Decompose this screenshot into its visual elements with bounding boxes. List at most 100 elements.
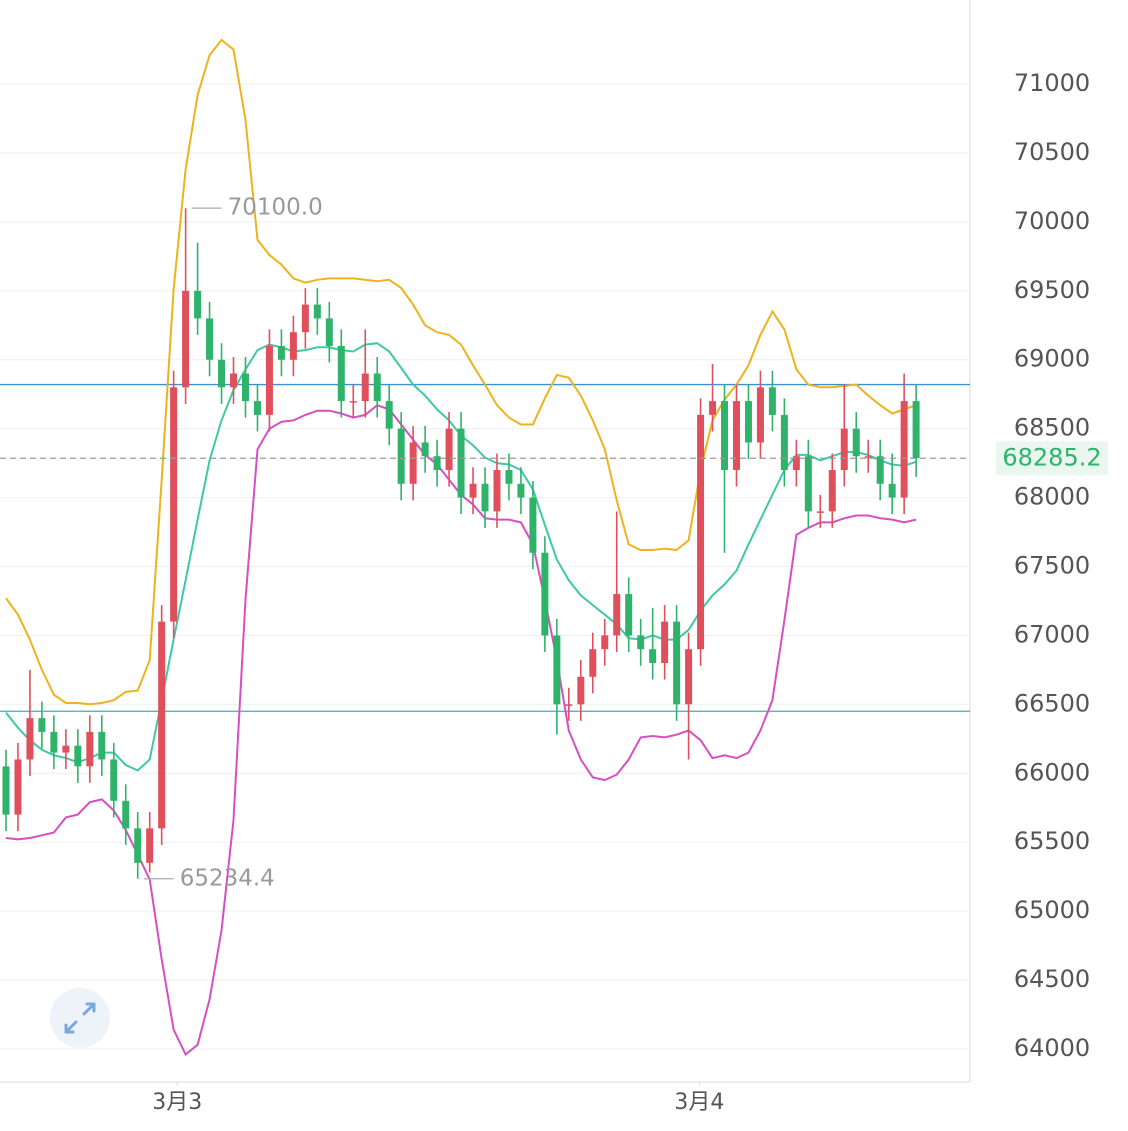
candle-body bbox=[625, 594, 633, 636]
candle-body bbox=[277, 345, 285, 360]
candle-body bbox=[828, 470, 836, 512]
candle-body bbox=[529, 497, 537, 553]
candle-body bbox=[349, 401, 357, 403]
candle-body bbox=[361, 373, 369, 402]
y-tick-label: 67500 bbox=[1014, 551, 1090, 579]
y-tick-label: 69500 bbox=[1014, 276, 1090, 304]
candle-body bbox=[158, 621, 166, 829]
candle-body bbox=[888, 483, 896, 498]
candle-body bbox=[577, 676, 585, 705]
candle-body bbox=[685, 649, 693, 705]
candle-body bbox=[756, 387, 764, 443]
candle-body bbox=[301, 304, 309, 333]
expand-button-bg[interactable] bbox=[50, 988, 110, 1048]
candle-body bbox=[661, 621, 669, 663]
candle-body bbox=[493, 470, 501, 512]
x-tick-label: 3月3 bbox=[152, 1090, 202, 1115]
candle-body bbox=[469, 483, 477, 498]
candle-body bbox=[409, 442, 417, 484]
candle-body bbox=[146, 828, 154, 863]
candle-body bbox=[912, 401, 920, 459]
candle-body bbox=[732, 401, 740, 471]
candle-body bbox=[62, 745, 70, 753]
candle-body bbox=[206, 318, 214, 360]
y-tick-label: 69000 bbox=[1014, 345, 1090, 373]
candle-body bbox=[14, 759, 22, 815]
y-tick-label: 64000 bbox=[1014, 1034, 1090, 1062]
candle-body bbox=[768, 387, 776, 415]
candle-body bbox=[110, 759, 118, 801]
candle-body bbox=[373, 373, 381, 402]
y-tick-label: 67000 bbox=[1014, 620, 1090, 648]
candle-body bbox=[397, 428, 405, 484]
candle-body bbox=[816, 511, 824, 513]
candle-body bbox=[230, 373, 238, 388]
candle-body bbox=[337, 345, 345, 402]
y-tick-label: 66000 bbox=[1014, 758, 1090, 786]
candle-body bbox=[50, 731, 58, 753]
candle-body bbox=[98, 731, 106, 760]
candle-body bbox=[134, 828, 142, 863]
candle-body bbox=[565, 704, 573, 706]
candle-body bbox=[673, 621, 681, 705]
annotation-label: 65234.4 bbox=[180, 865, 275, 891]
candle-body bbox=[457, 428, 465, 498]
candle-body bbox=[433, 456, 441, 471]
y-tick-label: 70000 bbox=[1014, 207, 1090, 235]
candle-body bbox=[637, 635, 645, 650]
candle-body bbox=[265, 345, 273, 415]
candle-body bbox=[804, 456, 812, 512]
candle-body bbox=[253, 401, 261, 415]
candle-body bbox=[194, 290, 202, 319]
candle-body bbox=[780, 414, 788, 471]
candle-body bbox=[876, 456, 884, 484]
y-tick-label: 68500 bbox=[1014, 414, 1090, 442]
band-line bbox=[5, 38, 917, 706]
candle-body bbox=[445, 428, 453, 471]
x-tick-label: 3月4 bbox=[674, 1090, 724, 1115]
candle-body bbox=[170, 387, 178, 622]
candle-body bbox=[697, 414, 705, 650]
band-line bbox=[5, 342, 917, 772]
candle-body bbox=[2, 766, 10, 815]
candle-body bbox=[852, 428, 860, 457]
candle-body bbox=[26, 718, 34, 760]
y-tick-label: 65500 bbox=[1014, 827, 1090, 855]
candle-body bbox=[721, 401, 729, 471]
candle-body bbox=[541, 552, 549, 636]
candle-body bbox=[385, 401, 393, 429]
candle-body bbox=[86, 731, 94, 767]
candle-body bbox=[481, 483, 489, 512]
candle-body bbox=[122, 800, 130, 829]
candle-body bbox=[325, 318, 333, 346]
candle-body bbox=[744, 401, 752, 443]
last-price-bg bbox=[996, 441, 1108, 476]
candle-body bbox=[218, 359, 226, 388]
y-tick-label: 66500 bbox=[1014, 689, 1090, 717]
candle-body bbox=[649, 649, 657, 663]
y-tick-label: 71000 bbox=[1014, 69, 1090, 97]
candle-body bbox=[792, 456, 800, 471]
candle-body bbox=[421, 442, 429, 457]
candle-body bbox=[553, 635, 561, 705]
candle-body bbox=[613, 594, 621, 636]
candle-body bbox=[840, 428, 848, 471]
candle-body bbox=[864, 456, 872, 458]
candle-body bbox=[74, 745, 82, 767]
annotation-label: 70100.0 bbox=[228, 195, 323, 221]
candle-body bbox=[900, 401, 908, 498]
candle-body bbox=[182, 290, 190, 388]
candle-body bbox=[505, 470, 513, 484]
expand-button[interactable] bbox=[50, 988, 110, 1048]
candle-body bbox=[313, 304, 321, 319]
candle-body bbox=[709, 401, 717, 415]
y-tick-label: 68000 bbox=[1014, 483, 1090, 511]
candle-body bbox=[289, 332, 297, 360]
candle-body bbox=[517, 483, 525, 498]
y-tick-label: 70500 bbox=[1014, 138, 1090, 166]
y-tick-label: 65000 bbox=[1014, 896, 1090, 924]
candle-body bbox=[241, 373, 249, 402]
expand-icon[interactable] bbox=[64, 1002, 96, 1034]
candle-body bbox=[589, 649, 597, 677]
